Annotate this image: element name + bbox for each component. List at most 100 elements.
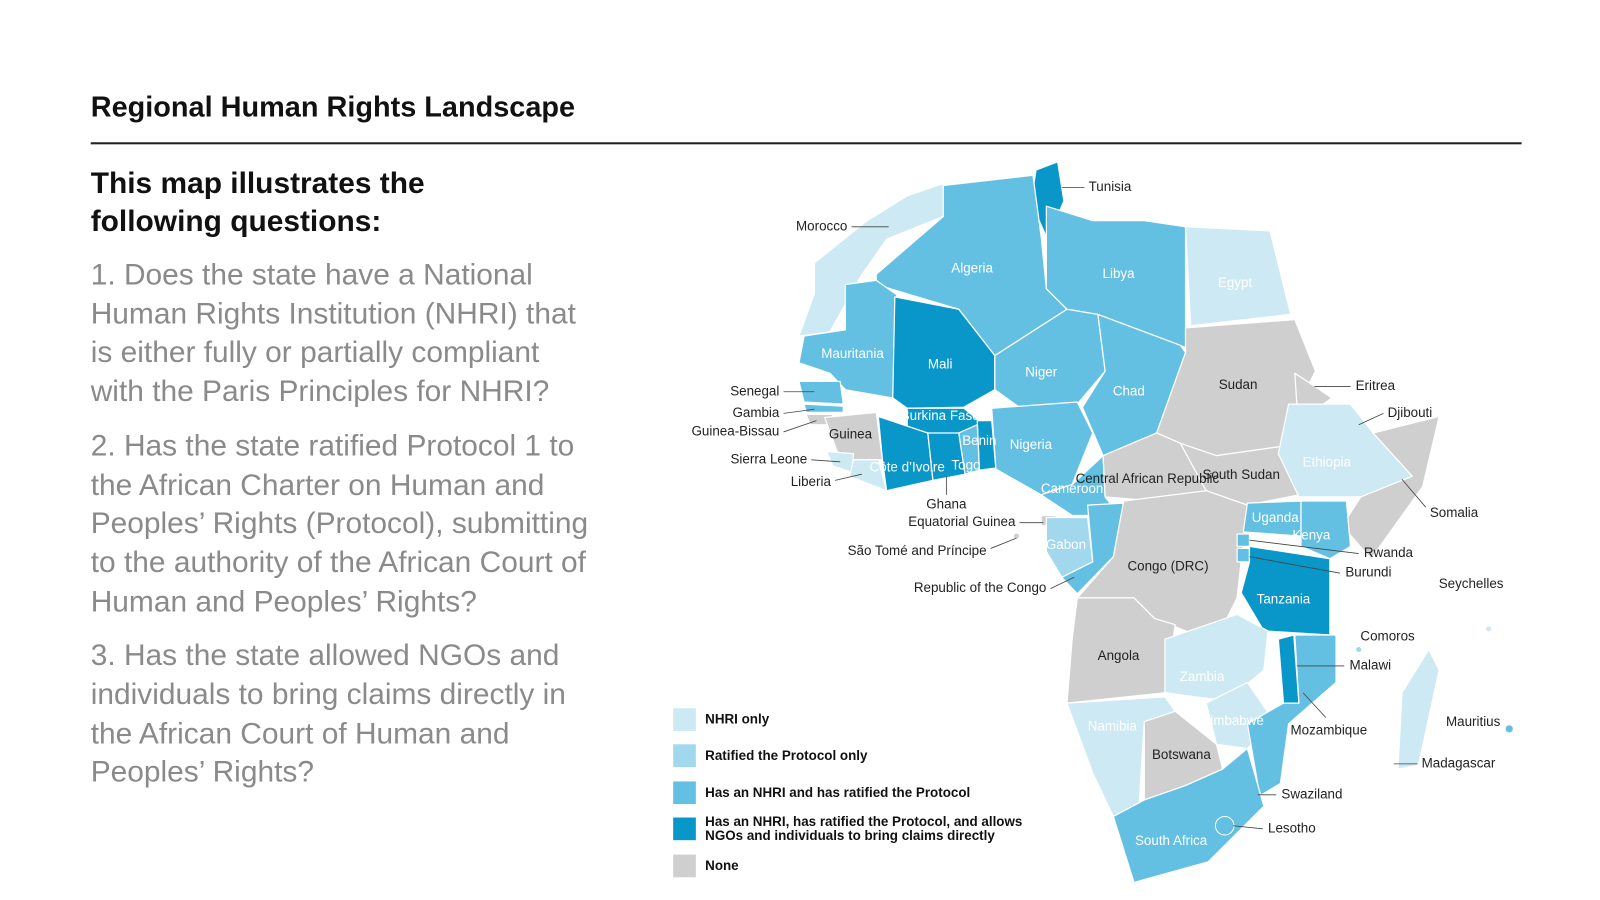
country-label: Madagascar — [1422, 755, 1496, 770]
country-label: Tanzania — [1257, 592, 1311, 607]
country-shape — [1214, 815, 1235, 836]
country-label: Djibouti — [1388, 405, 1433, 420]
country-shape — [1397, 648, 1440, 770]
country-label: Central African Republic — [1076, 471, 1220, 486]
country-label: Equatorial Guinea — [908, 514, 1016, 529]
country-label: Rwanda — [1364, 545, 1414, 560]
country-shape — [798, 380, 844, 405]
divider — [90, 142, 1522, 145]
country-shape — [798, 182, 944, 337]
country-label: Cameroon — [1041, 481, 1104, 496]
country-shape — [803, 403, 844, 413]
legend-label: Has an NHRI and has ratified the Protoco… — [705, 784, 971, 800]
country-shape — [877, 415, 934, 492]
questions: 1. Does the state have a National Human … — [91, 257, 596, 809]
leader-line — [1358, 413, 1384, 426]
country-label: Côte d’Ivoire — [870, 460, 945, 475]
country-label: Guinea-Bissau — [692, 423, 780, 438]
country-label: Ghana — [926, 497, 967, 512]
country-shape — [1164, 613, 1269, 702]
country-label: Zambia — [1180, 669, 1225, 684]
country-shape — [1355, 645, 1363, 654]
legend-label: None — [705, 857, 739, 873]
country-label: Namibia — [1088, 718, 1138, 733]
country-label: Mauritius — [1446, 714, 1501, 729]
legend-item: Has an NHRI, has ratified the Protocol, … — [673, 811, 1085, 848]
leader-line — [811, 459, 841, 463]
country-shape — [1012, 532, 1021, 540]
country-shape — [1236, 547, 1251, 563]
country-shape — [1112, 747, 1265, 884]
country-label: Sierra Leone — [731, 451, 808, 466]
legend-swatch — [673, 707, 696, 731]
country-label: Senegal — [730, 383, 779, 398]
country-label: Congo (DRC) — [1127, 559, 1208, 574]
country-label: Tunisia — [1089, 179, 1132, 194]
country-label: Botswana — [1152, 747, 1211, 762]
country-label: Mozambique — [1290, 722, 1367, 737]
country-label: Nigeria — [1010, 437, 1053, 452]
leader-line — [1050, 576, 1075, 590]
country-label: Mauritania — [821, 346, 884, 361]
leader-line — [834, 473, 862, 481]
country-label: Lesotho — [1268, 820, 1316, 835]
countries — [798, 161, 1514, 884]
country-label: Kenya — [1292, 528, 1331, 543]
country-label: Comoros — [1360, 629, 1415, 644]
country-label: Sudan — [1219, 377, 1258, 392]
legend-item: Has an NHRI and has ratified the Protoco… — [673, 774, 1085, 811]
country-label: Uganda — [1252, 510, 1299, 525]
legend-label: Has an NHRI, has ratified the Protocol, … — [705, 813, 1023, 844]
country-label: Malawi — [1349, 658, 1391, 673]
country-shape — [1236, 533, 1251, 547]
country-shape — [892, 296, 996, 409]
legend-swatch — [673, 817, 696, 841]
leader-line — [1249, 539, 1359, 555]
country-label: Eritrea — [1356, 378, 1396, 393]
leader-line — [1249, 556, 1341, 574]
legend: NHRI only Ratified the Protocol only Has a… — [673, 701, 1085, 884]
legend-item: None — [673, 847, 1085, 884]
country-shape — [1184, 226, 1292, 327]
question: 2. Has the state ratified Protocol 1 to … — [90, 429, 589, 619]
country-label: Zimbabwe — [1202, 713, 1264, 728]
country-shape — [1341, 415, 1440, 560]
country-shape — [1066, 696, 1176, 818]
country-label: Egypt — [1218, 275, 1253, 290]
country-shape — [927, 432, 966, 482]
country-shape — [1485, 625, 1493, 633]
legend-item: Ratified the Protocol only — [673, 738, 1085, 775]
country-shape — [1504, 724, 1514, 734]
country-label: Liberia — [791, 474, 832, 489]
country-label: Togo — [951, 458, 980, 473]
country-label: Libya — [1103, 266, 1136, 281]
country-label: South Sudan — [1202, 467, 1279, 482]
leader-line — [1302, 692, 1327, 718]
country-label: Guinea — [829, 427, 873, 442]
country-labels: Tunisia Morocco Algeria Libya Egypt Mauritani… — [692, 179, 1504, 848]
leader-line — [783, 420, 817, 433]
legend-swatch — [673, 744, 696, 768]
question: 3. Has the state allowed NGOs and indivi… — [90, 639, 566, 790]
country-label: Burkina Faso — [901, 408, 980, 423]
title: Regional Human Rights Landscape — [90, 90, 576, 123]
country-label: Republic of the Congo — [914, 580, 1047, 595]
country-shape — [994, 308, 1106, 409]
legend-swatch — [673, 781, 696, 804]
country-label: Niger — [1025, 365, 1058, 380]
country-label: Swaziland — [1281, 786, 1342, 801]
heading: This map illustrates the following quest… — [90, 167, 425, 239]
country-label: Gabon — [1046, 537, 1086, 552]
country-shape — [1294, 372, 1333, 409]
legend-swatch — [673, 854, 696, 878]
country-shape — [1300, 500, 1352, 560]
legend-item: NHRI only — [673, 701, 1085, 738]
legend-label: NHRI only — [705, 711, 770, 727]
question: 1. Does the state have a National Human … — [90, 258, 576, 409]
leader-line — [783, 408, 815, 414]
country-label: Mali — [928, 356, 953, 371]
country-label: Seychelles — [1439, 576, 1504, 591]
country-label: Algeria — [951, 261, 993, 276]
